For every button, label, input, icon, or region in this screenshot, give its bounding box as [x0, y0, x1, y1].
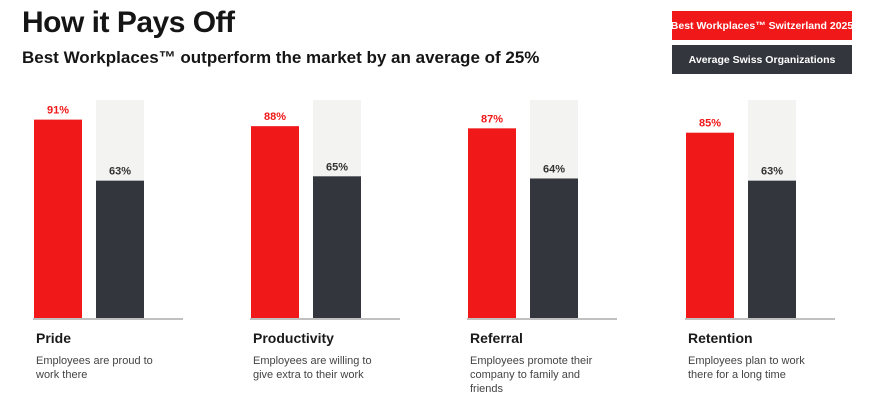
bar-average-retention	[748, 180, 796, 318]
legend-average-swiss: Average Swiss Organizations	[672, 45, 852, 74]
bar-best-pride	[34, 119, 82, 319]
bar-best-retention	[686, 132, 734, 318]
category-description-retention: Employees plan to work there for a long …	[688, 355, 805, 381]
data-label-best-referral: 87%	[481, 113, 503, 125]
category-title-referral: Referral	[470, 330, 523, 346]
data-label-best-productivity: 88%	[264, 111, 286, 123]
page-subtitle: Best Workplaces™ outperform the market b…	[22, 48, 540, 67]
data-label-average-retention: 63%	[761, 166, 783, 178]
category-description-productivity: Employees are willing to give extra to t…	[253, 355, 372, 381]
bar-best-productivity	[251, 126, 299, 318]
bar-average-pride	[96, 180, 144, 318]
bar-best-referral	[468, 128, 516, 318]
category-title-productivity: Productivity	[253, 330, 334, 346]
data-label-average-productivity: 65%	[326, 161, 348, 173]
data-label-average-pride: 63%	[109, 166, 131, 178]
category-title-pride: Pride	[36, 330, 72, 346]
legend-best-workplaces: Best Workplaces™ Switzerland 2025	[670, 11, 854, 40]
data-label-best-retention: 85%	[699, 118, 721, 130]
data-label-average-referral: 64%	[543, 163, 565, 175]
category-description-pride: Employees are proud to work there	[36, 355, 153, 381]
page-title: How it Pays Off	[22, 6, 235, 39]
bar-average-referral	[530, 178, 578, 318]
legend-label-average: Average Swiss Organizations	[688, 53, 836, 66]
bar-average-productivity	[313, 176, 361, 318]
legend-label-best: Best Workplaces™ Switzerland 2025	[670, 19, 854, 32]
category-title-retention: Retention	[688, 330, 753, 346]
category-description-referral: Employees promote their company to famil…	[470, 355, 593, 395]
data-label-best-pride: 91%	[47, 105, 69, 117]
